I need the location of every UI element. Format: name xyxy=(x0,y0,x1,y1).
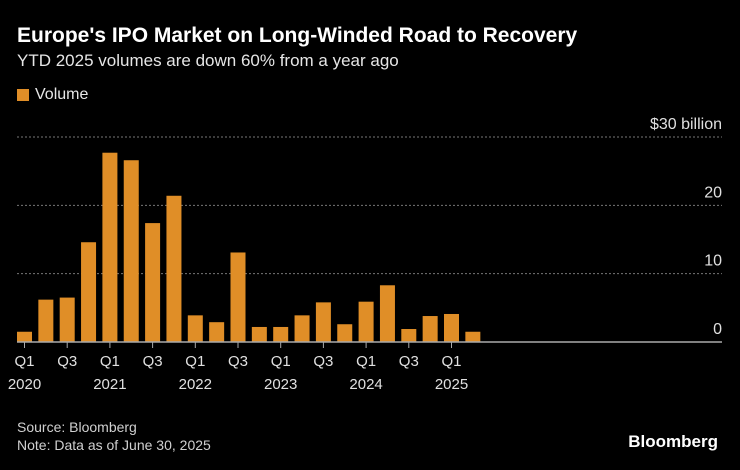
bar-q4-2021 xyxy=(166,195,182,342)
bar-q3-2021 xyxy=(145,223,161,342)
footnotes: Source: Bloomberg Note: Data as of June … xyxy=(17,418,211,454)
x-tick-label: Q3 xyxy=(57,353,77,370)
bar-q2-2023 xyxy=(294,315,310,342)
bloomberg-logo: Bloomberg xyxy=(628,432,718,451)
y-tick-label: 20 xyxy=(704,184,722,201)
x-tick-label: Q1 xyxy=(441,353,461,370)
x-tick-label: Q3 xyxy=(313,353,333,370)
bar-q3-2024 xyxy=(401,329,417,342)
x-tick-label: Q1 xyxy=(14,353,34,370)
bar-q4-2022 xyxy=(251,326,267,342)
source-text: Source: Bloomberg xyxy=(17,419,137,435)
y-tick-label: 0 xyxy=(713,321,722,338)
x-tick-label: Q3 xyxy=(399,353,419,370)
note-text: Note: Data as of June 30, 2025 xyxy=(17,437,211,453)
chart-title: Europe's IPO Market on Long-Winded Road … xyxy=(17,24,578,47)
x-tick-label: Q1 xyxy=(100,353,120,370)
bar-q3-2022 xyxy=(230,252,246,342)
x-tick-year-label: 2022 xyxy=(179,376,212,393)
bar-q1-2025 xyxy=(444,313,459,342)
chart-subtitle: YTD 2025 volumes are down 60% from a yea… xyxy=(17,51,399,70)
bar-q2-2021 xyxy=(123,160,139,342)
bar-q2-2024 xyxy=(379,285,395,342)
bar-q1-2021 xyxy=(102,152,118,342)
x-tick-label: Q1 xyxy=(185,353,205,370)
bar-q2-2025 xyxy=(465,331,481,342)
x-tick-label: Q3 xyxy=(143,353,163,370)
bar-q3-2023 xyxy=(315,302,331,342)
bar-q1-2022 xyxy=(187,315,203,342)
x-tick-label: Q3 xyxy=(228,353,248,370)
legend-swatch xyxy=(17,89,29,101)
y-tick-label: $30 billion xyxy=(650,116,722,133)
x-tick-label: Q1 xyxy=(271,353,291,370)
bar-q1-2023 xyxy=(273,326,289,342)
x-tick-year-label: 2024 xyxy=(349,376,382,393)
y-tick-label: 10 xyxy=(704,253,722,270)
x-tick-year-label: 2020 xyxy=(8,376,41,393)
legend-label: Volume xyxy=(35,86,89,103)
x-tick-year-label: 2025 xyxy=(435,376,468,393)
bar-q4-2024 xyxy=(422,316,438,342)
bar-q4-2020 xyxy=(81,242,97,342)
legend: Volume xyxy=(17,86,88,104)
x-tick-label: Q1 xyxy=(356,353,376,370)
bar-q2-2022 xyxy=(209,322,225,342)
bar-q4-2023 xyxy=(337,324,353,342)
bar-q1-2024 xyxy=(358,301,374,342)
x-tick-year-label: 2021 xyxy=(93,376,126,393)
bar-q2-2020 xyxy=(38,299,54,342)
x-tick-year-label: 2023 xyxy=(264,376,297,393)
bar-q3-2020 xyxy=(59,297,75,342)
bar-q1-2020 xyxy=(17,331,32,342)
